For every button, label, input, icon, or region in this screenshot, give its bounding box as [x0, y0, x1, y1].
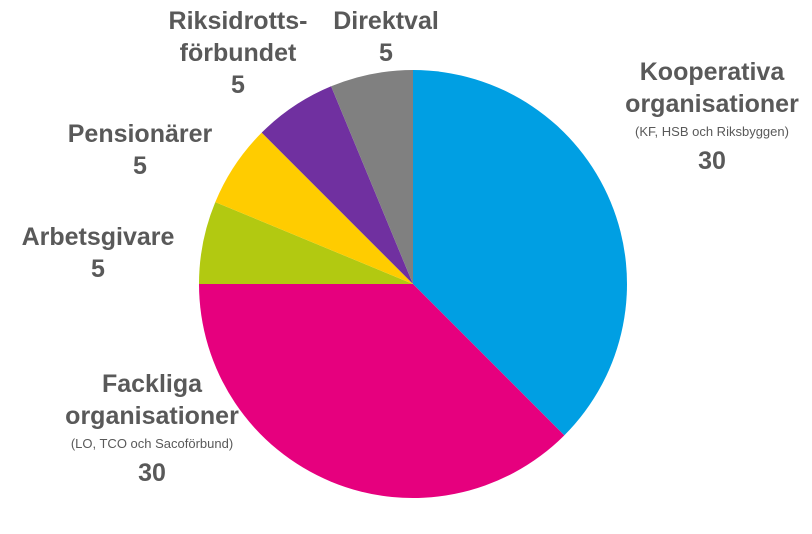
slice-label: Direktval 5	[333, 7, 439, 67]
slice-label-value: 5	[91, 255, 105, 283]
slice-label-value: 30	[698, 147, 726, 175]
slice-label: Riksidrotts-förbundet 5	[169, 7, 308, 99]
slice-label-name: Arbetsgivare	[22, 223, 175, 251]
slice-label-name: förbundet	[180, 39, 297, 67]
pie-slice	[215, 132, 413, 284]
slice-labels: Kooperativa organisationer (KF, HSB och Ri…	[22, 7, 800, 487]
slice-label-name: organisationer	[625, 90, 799, 118]
slice-label-value: 5	[379, 39, 393, 67]
slice-label-sub: (KF, HSB och Riksbyggen)	[635, 124, 789, 139]
pie-slice	[331, 70, 413, 284]
slice-label-value: 5	[231, 71, 245, 99]
slice-label-name: Kooperativa	[640, 58, 786, 86]
slice-label: Fackliga organisationer (LO, TCO och Sacof…	[65, 370, 239, 487]
slice-label-name: Riksidrotts-	[169, 7, 308, 35]
slice-label: Kooperativa organisationer (KF, HSB och Ri…	[625, 58, 799, 175]
pie-slice	[199, 202, 413, 284]
slice-label-sub: (LO, TCO och Sacoförbund)	[71, 436, 233, 451]
slice-label: Pensionärer 5	[68, 120, 213, 180]
slice-label-name: Fackliga	[102, 370, 203, 398]
pie-slice	[261, 86, 413, 284]
slice-label-value: 30	[138, 459, 166, 487]
slice-label-name: Direktval	[333, 7, 439, 35]
slice-label-name: organisationer	[65, 402, 239, 430]
slice-label: Arbetsgivare 5	[22, 223, 175, 283]
slice-label-name: Pensionärer	[68, 120, 213, 148]
pie-slices	[199, 70, 627, 498]
pie-slice	[413, 70, 627, 436]
pie-slice	[199, 284, 565, 498]
slice-label-value: 5	[133, 152, 147, 180]
